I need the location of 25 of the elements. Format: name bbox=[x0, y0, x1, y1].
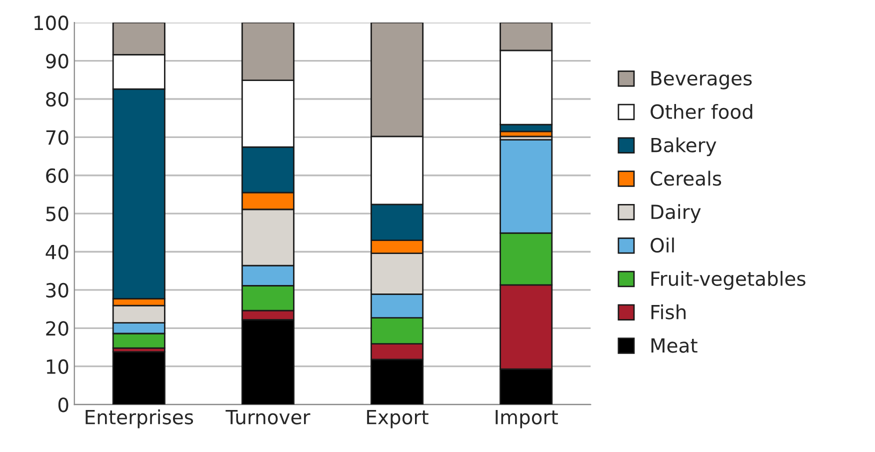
x-tick-label: Turnover bbox=[226, 410, 310, 424]
y-tick-label: 40 bbox=[46, 244, 68, 260]
y-tick-label: 90 bbox=[46, 54, 68, 68]
y-tick-label: 0 bbox=[58, 397, 68, 412]
legend-label: Bakery bbox=[651, 137, 716, 156]
legend-label: Oil bbox=[650, 238, 674, 253]
legend-label: Fish bbox=[651, 304, 686, 320]
bar bbox=[112, 351, 166, 405]
legend-label: Dairy bbox=[651, 204, 701, 223]
legend-label: Meat bbox=[651, 338, 698, 353]
y-tick-label: 50 bbox=[46, 206, 68, 222]
x-tick-label: Enterprises bbox=[86, 409, 194, 428]
legend-label: Beverages bbox=[651, 71, 752, 90]
x-tick-label: Export bbox=[367, 410, 428, 428]
y-tick-label: 10 bbox=[46, 359, 68, 374]
legend-label: Other food bbox=[650, 104, 752, 120]
y-tick-label: 60 bbox=[46, 168, 68, 184]
y-tick-label: 70 bbox=[46, 130, 68, 145]
legend-label: Fruit-vegetables bbox=[651, 270, 806, 290]
legend-label: Cereals bbox=[650, 170, 722, 186]
y-tick-label: 30 bbox=[46, 282, 68, 298]
y-tick-label: 80 bbox=[46, 92, 68, 107]
y-tick-label: 20 bbox=[46, 321, 68, 336]
x-tick-label: Import bbox=[496, 410, 558, 428]
y-tick-label: 100 bbox=[34, 16, 68, 30]
